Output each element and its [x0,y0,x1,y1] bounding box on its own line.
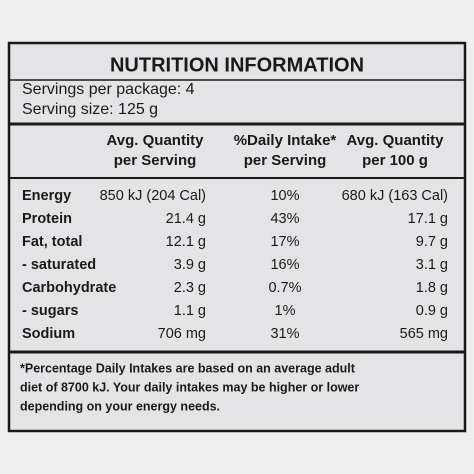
column-header: Avg. Quantity [107,132,205,149]
footnote-line: depending on your energy needs. [20,399,220,413]
cell: 9.7 g [416,234,448,250]
cell: 0.7% [268,280,301,296]
servings-line: Servings per package: 4 [22,81,195,98]
cell: 1.8 g [416,280,448,296]
cell: 16% [270,257,299,273]
cell: 10% [270,188,299,204]
cell: 850 kJ (204 Cal) [100,188,206,204]
cell: 2.3 g [174,280,206,296]
cell: 3.9 g [174,257,206,273]
row-label: Carbohydrate [22,280,116,296]
title: NUTRITION INFORMATION [110,54,364,76]
cell: 17% [270,234,299,250]
column-header: Avg. Quantity [347,132,445,149]
footnote: *Percentage Daily Intakes are based on a… [20,361,359,413]
row-label: Energy [22,188,71,204]
row-label: - sugars [22,303,78,319]
cell: 12.1 g [166,234,206,250]
cell: 706 mg [158,326,206,342]
row-label: Fat, total [22,234,82,250]
cell: 21.4 g [166,211,206,227]
cell: 1.1 g [174,303,206,319]
cell: 0.9 g [416,303,448,319]
servings-line: Serving size: 125 g [22,101,158,118]
column-header: per Serving [114,152,197,169]
row-label: Protein [22,211,72,227]
panel [7,41,467,433]
column-header: %Daily Intake* [234,132,337,149]
column-header: per 100 g [362,152,428,169]
column-header: per Serving [244,152,327,169]
cell: 43% [270,211,299,227]
cell: 1% [275,303,296,319]
cell: 680 kJ (163 Cal) [342,188,448,204]
table: Avg. Quantity per Serving %Daily Intake* pe… [22,132,448,342]
footnote-line: diet of 8700 kJ. Your daily intakes may … [20,380,359,394]
row-label: Sodium [22,326,75,342]
cell: 31% [270,326,299,342]
row-label: - saturated [22,257,96,273]
cell: 565 mg [400,326,448,342]
cell: 17.1 g [408,211,448,227]
footnote-line: *Percentage Daily Intakes are based on a… [20,361,356,375]
cell: 3.1 g [416,257,448,273]
